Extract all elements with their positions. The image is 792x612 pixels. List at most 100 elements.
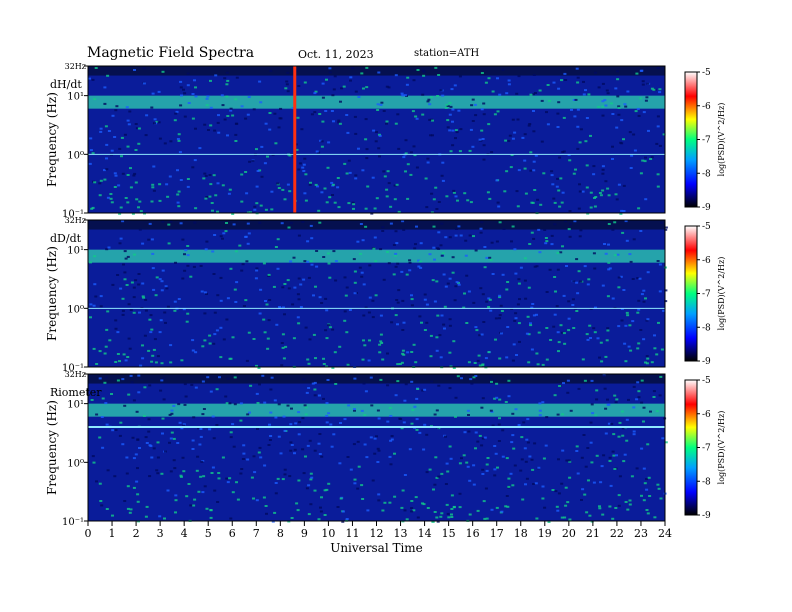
spectrogram-cell [365, 456, 369, 459]
spectrogram-cell [382, 110, 386, 112]
x-tick-label: 23 [634, 527, 648, 540]
spectrogram-cell [153, 118, 157, 121]
spectrogram-cell [636, 107, 640, 110]
spectrogram-cell [186, 312, 190, 315]
spectrogram-cell [379, 314, 383, 317]
spectrogram-cell [484, 81, 488, 84]
spectrogram-cell [431, 119, 434, 122]
spectrogram-cell [223, 77, 227, 80]
spectrogram-cell [449, 150, 453, 153]
spectrogram-cell [376, 409, 380, 412]
spectrogram-cell [472, 483, 476, 486]
spectrogram-cell [395, 242, 399, 245]
spectrogram-cell [389, 415, 393, 417]
spectrogram-cell [658, 290, 662, 293]
spectrogram-cell [401, 94, 405, 97]
spectrogram-cell [632, 385, 636, 388]
spectrogram-cell [231, 491, 235, 494]
spectrogram-cell [659, 497, 663, 500]
spectrogram-cell [276, 238, 280, 241]
spectrogram-cell [389, 222, 393, 225]
y-axis-label: Frequency (Hz) [45, 92, 59, 187]
spectrogram-cell [120, 155, 123, 158]
spectrogram-cell [292, 256, 296, 259]
spectrogram-cell [575, 281, 579, 284]
spectrogram-cell [310, 237, 314, 240]
spectrogram-cell [589, 308, 593, 310]
spectrogram-cell [418, 315, 422, 318]
spectrogram-cell [197, 490, 201, 493]
spectrogram-cell [428, 468, 432, 471]
spectrogram-cell [592, 481, 596, 484]
spectrogram-cell [342, 85, 346, 88]
spectrogram-cell [293, 452, 296, 455]
spectrogram-cell [362, 283, 366, 286]
spectrogram-cell [474, 375, 478, 377]
spectrogram-cell [339, 497, 343, 500]
spectrogram-cell [374, 260, 378, 263]
spectrogram-cell [485, 256, 489, 259]
spectrogram-cell [619, 141, 623, 144]
spectrogram-cell [192, 416, 196, 419]
spectrogram-cell [281, 478, 285, 481]
spectrogram-cell [462, 306, 466, 309]
spectrogram-cell [554, 290, 557, 293]
spectrogram-cell [101, 397, 105, 400]
spectrogram-cell [109, 193, 113, 195]
spectrogram-cell [289, 222, 293, 225]
spectrogram-cell [232, 445, 236, 448]
spectrogram-cell [205, 293, 208, 295]
spectrogram-cell [561, 245, 564, 248]
spectrogram-cell [497, 423, 501, 426]
spectrogram-cell [526, 418, 530, 421]
spectrogram-cell [297, 298, 301, 301]
spectrogram-cell [559, 177, 563, 180]
spectrogram-cell [180, 427, 184, 430]
spectrogram-cell [216, 182, 220, 185]
spectrogram-cell [647, 476, 651, 479]
spectrogram-cell [129, 508, 133, 511]
spectrogram-cell [468, 479, 472, 482]
spectrogram-cell [209, 390, 213, 393]
spectrogram-cell [552, 325, 556, 328]
spectrogram-cell [347, 404, 351, 407]
spectrogram-cell [154, 361, 158, 364]
spectrogram-cell [283, 283, 287, 285]
spectrogram-cell [362, 339, 365, 342]
spectrogram-cell [449, 457, 453, 460]
spectrogram-cell [392, 273, 396, 276]
spectrogram-cell [397, 289, 401, 292]
spectrogram-cell [606, 187, 610, 190]
spectrogram-cell [541, 497, 545, 500]
spectrogram-cell [283, 468, 287, 471]
spectrogram-cell [444, 285, 448, 288]
spectrogram-cell [113, 186, 117, 188]
spectrogram-cell [614, 401, 618, 404]
spectrogram-cell [324, 329, 328, 332]
colorbar [684, 71, 698, 208]
spectrogram-cell [574, 168, 577, 171]
spectrogram-cell [281, 286, 285, 289]
spectrogram-cell [201, 380, 205, 383]
spectrogram-cell [645, 478, 648, 481]
spectrogram-cell [456, 375, 460, 378]
spectrogram-cell [218, 376, 221, 379]
spectrogram-cell [209, 79, 212, 82]
spectrogram-cell [166, 195, 170, 198]
spectrogram-cell [561, 413, 564, 416]
spectrogram-cell [493, 445, 497, 447]
spectrogram-cell [309, 224, 313, 227]
spectrogram-cell [410, 304, 414, 307]
spectrogram-cell [489, 376, 493, 379]
spectrogram-cell [233, 376, 237, 379]
spectrogram-cell [166, 489, 170, 492]
spectrogram-cell [374, 140, 378, 143]
spectrogram-cell [474, 431, 478, 434]
spectrogram-cell [213, 234, 217, 236]
colorbar [684, 225, 698, 362]
spectrogram-cell [289, 260, 293, 263]
spectrogram-cell [296, 293, 300, 296]
spectrogram-cell [289, 449, 293, 452]
spectrogram-cell [388, 501, 392, 504]
spectrogram-cell [487, 77, 491, 80]
